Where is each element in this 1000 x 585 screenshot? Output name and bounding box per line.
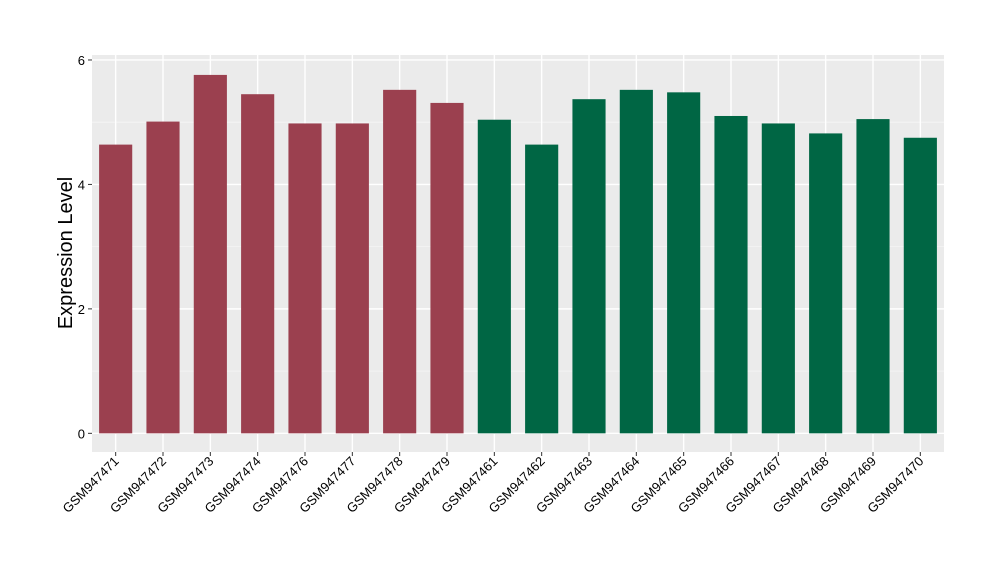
bar-gsm947479	[430, 102, 464, 434]
bar-gsm947462	[525, 144, 559, 434]
y-tick-label: 6	[78, 53, 85, 68]
bar-gsm947473	[193, 74, 227, 434]
y-axis-title: Expression Level	[55, 177, 77, 329]
bar-gsm947469	[856, 119, 890, 434]
bar-gsm947466	[714, 115, 748, 434]
bar-gsm947463	[572, 99, 606, 434]
bar-gsm947471	[99, 144, 133, 434]
bar-gsm947474	[241, 94, 275, 434]
x-axis: GSM947471GSM947472GSM947473GSM947474GSM9…	[60, 452, 926, 516]
bar-gsm947476	[288, 123, 322, 434]
bar-gsm947477	[335, 123, 369, 434]
y-axis: 0 2 4 6	[78, 53, 92, 441]
bar-gsm947465	[667, 92, 701, 434]
y-tick-label: 0	[78, 426, 85, 441]
bar-gsm947467	[761, 123, 795, 434]
bar-gsm947468	[809, 133, 843, 434]
y-tick-label: 4	[78, 177, 85, 192]
bars	[99, 74, 937, 434]
bar-gsm947478	[383, 89, 417, 434]
bar-gsm947472	[146, 121, 180, 434]
bar-gsm947464	[619, 89, 653, 434]
bar-gsm947470	[903, 137, 937, 434]
plot-panel	[92, 55, 944, 452]
bar-gsm947461	[477, 119, 511, 434]
y-tick-label: 2	[78, 302, 85, 317]
